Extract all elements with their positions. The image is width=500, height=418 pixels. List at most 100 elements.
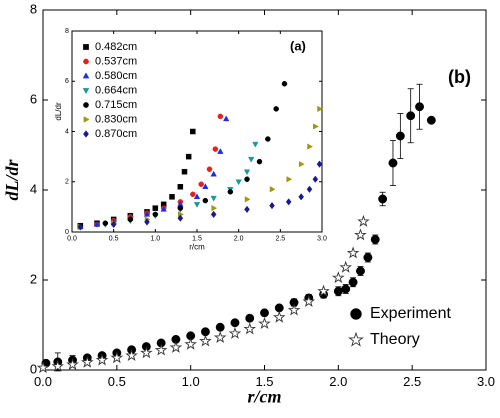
y-tick-label: 0: [65, 229, 69, 236]
point: [36, 361, 50, 374]
x-axis-label: r/cm: [248, 387, 282, 407]
point: [341, 284, 351, 294]
x-tick-label: 2.0: [234, 235, 244, 242]
point: [265, 136, 271, 142]
point: [285, 198, 292, 206]
point: [190, 128, 196, 135]
point: [152, 211, 159, 218]
point: [193, 202, 201, 208]
point: [339, 260, 353, 273]
y-tick-label: 8: [30, 1, 37, 16]
legend-marker: [83, 130, 89, 138]
point: [258, 317, 271, 330]
legend-marker: [348, 331, 364, 347]
point: [154, 343, 168, 356]
y-tick-label: 4: [30, 181, 37, 196]
x-tick-label: 2.0: [329, 374, 347, 389]
point: [110, 220, 117, 229]
point: [95, 353, 109, 366]
point: [210, 195, 217, 202]
point: [388, 158, 398, 168]
legend-label: Experiment: [370, 305, 451, 322]
legend-label: Theory: [370, 331, 420, 348]
point: [317, 105, 324, 113]
point: [287, 303, 301, 316]
point: [252, 141, 259, 148]
point: [357, 214, 370, 227]
point: [415, 102, 424, 112]
point: [143, 210, 151, 217]
point: [51, 359, 65, 372]
point: [348, 277, 358, 287]
point: [243, 322, 257, 335]
y-tick-label: 0: [30, 361, 37, 376]
point: [244, 196, 251, 203]
point: [269, 186, 276, 193]
point: [302, 294, 316, 307]
point: [378, 194, 388, 204]
legend-marker: [82, 88, 90, 95]
point: [202, 197, 209, 204]
point: [312, 175, 319, 183]
legend-marker: [83, 102, 89, 108]
point: [210, 210, 217, 219]
point: [125, 348, 138, 361]
point: [169, 340, 183, 353]
point: [406, 111, 416, 121]
point: [177, 184, 184, 190]
point: [184, 337, 197, 350]
legend-label: 0.580cm: [95, 70, 137, 82]
point: [144, 218, 150, 226]
panel-label: (b): [448, 67, 471, 87]
point: [212, 146, 219, 152]
point: [332, 271, 345, 284]
point: [140, 346, 153, 359]
point: [169, 194, 175, 200]
x-tick-label: 3.0: [477, 374, 495, 389]
point: [346, 246, 360, 259]
x-tick-label: 2.5: [403, 374, 421, 389]
point: [127, 216, 134, 223]
point: [66, 357, 79, 370]
point: [313, 123, 319, 130]
legend-label: 0.537cm: [95, 55, 137, 67]
point: [298, 160, 305, 168]
point: [317, 284, 330, 297]
legend-marker: [350, 308, 362, 320]
legend-marker: [82, 72, 90, 79]
point: [298, 193, 304, 201]
point: [426, 115, 436, 125]
x-axis-label: r/cm: [189, 243, 205, 252]
x-tick-label: 0.0: [34, 374, 52, 389]
point: [217, 113, 224, 120]
point: [363, 253, 373, 262]
point: [185, 153, 192, 160]
x-tick-label: 1.5: [255, 374, 273, 389]
point: [245, 313, 255, 323]
point: [217, 148, 224, 154]
y-tick-label: 6: [65, 78, 69, 85]
x-tick-label: 1.0: [182, 374, 200, 389]
point: [243, 169, 251, 176]
point: [230, 318, 240, 328]
point: [193, 193, 201, 200]
point: [190, 191, 196, 198]
point: [177, 214, 184, 222]
point: [307, 143, 314, 150]
point: [370, 235, 380, 244]
point: [286, 176, 293, 183]
point: [199, 334, 212, 347]
point: [202, 183, 209, 190]
point: [211, 204, 218, 212]
y-tick-label: 8: [65, 28, 69, 35]
point: [222, 115, 230, 122]
point: [356, 266, 365, 276]
point: [333, 286, 343, 296]
point: [93, 220, 101, 227]
point: [181, 168, 188, 175]
y-tick-label: 4: [65, 128, 69, 135]
x-tick-label: 0.5: [108, 374, 126, 389]
point: [244, 176, 250, 182]
y-tick-label: 2: [65, 179, 69, 186]
